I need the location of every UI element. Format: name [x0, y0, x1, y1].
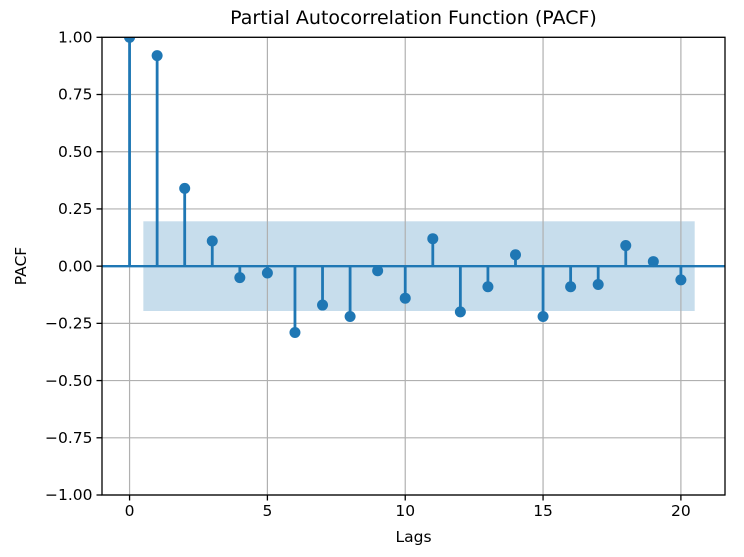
y-tick-label: 1.00 — [58, 29, 93, 47]
y-tick-label: 0.50 — [58, 143, 93, 161]
pacf-marker — [647, 256, 659, 268]
y-tick-label: 0.00 — [58, 257, 93, 275]
pacf-marker — [454, 306, 466, 318]
pacf-marker — [592, 278, 604, 290]
stem-lines — [128, 37, 683, 333]
pacf-marker — [427, 233, 439, 245]
pacf-markers — [124, 37, 687, 339]
pacf-marker — [399, 292, 411, 304]
y-tick-label: −0.50 — [45, 372, 93, 390]
pacf-marker — [344, 310, 356, 322]
pacf-marker — [675, 274, 687, 286]
y-tick-label: −0.25 — [45, 315, 93, 333]
pacf-marker — [289, 327, 301, 339]
pacf-marker — [509, 249, 521, 261]
y-tick-label: −0.75 — [45, 429, 93, 447]
x-axis-label: Lags — [395, 528, 432, 546]
y-tick-label: −1.00 — [45, 486, 93, 504]
grid-lines — [102, 36, 725, 496]
x-tick-label: 20 — [671, 502, 691, 520]
pacf-marker — [124, 37, 136, 43]
tick-marks — [96, 36, 682, 501]
pacf-marker — [372, 265, 384, 277]
pacf-marker — [206, 235, 218, 247]
pacf-marker — [482, 281, 494, 293]
chart-title: Partial Autocorrelation Function (PACF) — [230, 7, 597, 29]
x-tick-label: 15 — [533, 502, 553, 520]
pacf-marker — [261, 267, 273, 279]
pacf-marker — [151, 50, 163, 62]
pacf-marker — [234, 272, 246, 284]
pacf-marker — [620, 240, 632, 252]
pacf-marker — [179, 182, 191, 194]
pacf-marker — [565, 281, 577, 293]
x-tick-label: 5 — [262, 502, 272, 520]
y-tick-label: 0.25 — [58, 200, 93, 218]
x-tick-label: 0 — [125, 502, 135, 520]
pacf-marker — [537, 310, 549, 322]
x-tick-label: 10 — [395, 502, 415, 520]
y-tick-label: 0.75 — [58, 86, 93, 104]
pacf-marker — [317, 299, 329, 311]
